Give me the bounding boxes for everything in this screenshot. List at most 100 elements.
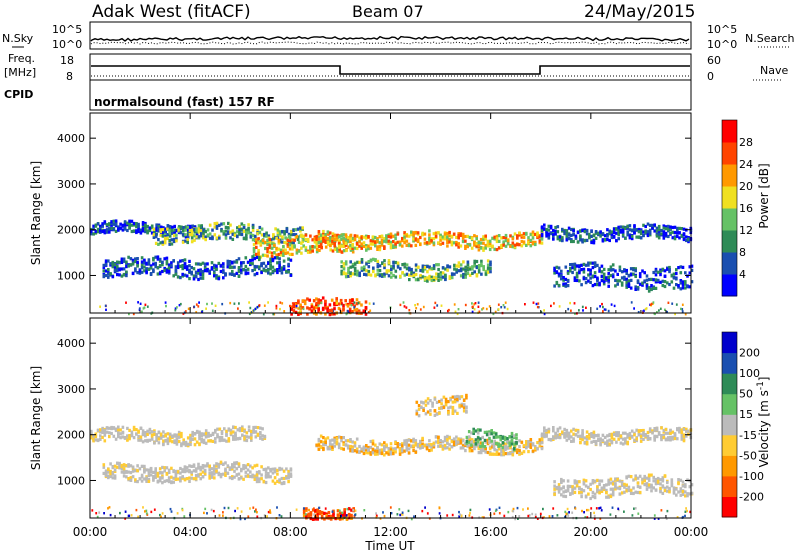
data-cell [659, 487, 662, 490]
data-cell [527, 241, 530, 244]
data-cell [435, 435, 438, 438]
data-cell [356, 235, 359, 238]
data-cell [489, 267, 492, 270]
data-cell [360, 242, 363, 245]
data-cell [499, 507, 501, 509]
data-cell [416, 412, 419, 415]
data-cell [281, 271, 284, 274]
data-cell [184, 233, 187, 236]
data-cell [581, 510, 583, 512]
data-cell [225, 237, 228, 240]
data-cell [571, 488, 574, 491]
data-cell [639, 275, 642, 278]
data-cell [190, 465, 193, 468]
data-cell [682, 310, 684, 312]
data-cell [606, 444, 609, 447]
data-cell [571, 492, 574, 495]
data-cell [603, 268, 606, 271]
data-cell [166, 237, 169, 240]
data-cell [640, 236, 643, 239]
data-cell [195, 275, 198, 278]
data-cell [292, 229, 295, 232]
data-cell [471, 302, 473, 304]
data-cell [437, 263, 440, 266]
data-cell [119, 512, 121, 514]
data-cell [356, 450, 359, 453]
data-cell [225, 434, 228, 437]
data-cell [410, 439, 413, 442]
data-cell [424, 266, 427, 269]
data-cell [95, 438, 98, 441]
data-cell [471, 267, 474, 270]
data-cell [590, 241, 593, 244]
data-cell [413, 274, 416, 277]
data-cell [107, 471, 110, 474]
data-cell [643, 475, 646, 478]
data-cell [565, 495, 568, 498]
data-cell [179, 476, 182, 479]
data-cell [274, 470, 277, 473]
data-cell [103, 463, 106, 466]
data-cell [550, 305, 552, 307]
data-cell [601, 488, 604, 491]
data-cell [449, 265, 452, 268]
data-cell [464, 276, 467, 279]
colorbar-swatch [722, 142, 737, 165]
data-cell [200, 434, 203, 437]
data-cell [452, 396, 455, 399]
data-cell [500, 306, 502, 308]
data-cell [116, 273, 119, 276]
data-cell [590, 507, 592, 509]
data-cell [233, 266, 236, 269]
data-cell [187, 443, 190, 446]
data-cell [293, 244, 296, 247]
data-cell [216, 236, 219, 239]
data-cell [264, 247, 267, 250]
data-cell [680, 308, 682, 310]
data-cell [630, 267, 633, 270]
colorbar-swatch [722, 274, 737, 297]
data-cell [581, 229, 584, 232]
data-cell [342, 240, 345, 243]
data-cell [342, 436, 345, 439]
data-cell [353, 306, 355, 308]
data-cell [218, 237, 221, 240]
data-cell [469, 449, 472, 452]
data-cell [484, 445, 487, 448]
data-cell [351, 299, 354, 302]
data-cell [478, 244, 481, 247]
data-cell [136, 480, 139, 483]
data-cell [637, 513, 639, 515]
data-cell [684, 280, 687, 283]
data-cell [616, 283, 619, 286]
data-cell [345, 272, 348, 275]
data-cell [682, 286, 685, 289]
data-cell [295, 311, 298, 314]
data-cell [613, 235, 616, 238]
data-cell [141, 271, 144, 274]
data-cell [211, 476, 214, 479]
data-cell [431, 405, 434, 408]
data-cell [325, 246, 328, 249]
data-cell [566, 238, 569, 241]
data-cell [220, 223, 223, 226]
data-cell [660, 434, 663, 437]
data-cell [250, 433, 253, 436]
data-cell [674, 434, 677, 437]
data-cell [473, 241, 476, 244]
data-cell [283, 241, 286, 244]
data-cell [652, 278, 655, 281]
data-cell [354, 441, 357, 444]
data-cell [651, 303, 653, 305]
data-cell [390, 442, 393, 445]
data-cell [655, 287, 658, 290]
data-cell [199, 273, 202, 276]
data-cell [319, 512, 322, 515]
data-cell [403, 301, 405, 303]
data-cell [284, 249, 287, 252]
data-cell [543, 426, 546, 429]
data-cell [179, 467, 182, 470]
data-cell [329, 303, 332, 306]
data-cell [118, 268, 121, 271]
data-cell [222, 276, 225, 279]
